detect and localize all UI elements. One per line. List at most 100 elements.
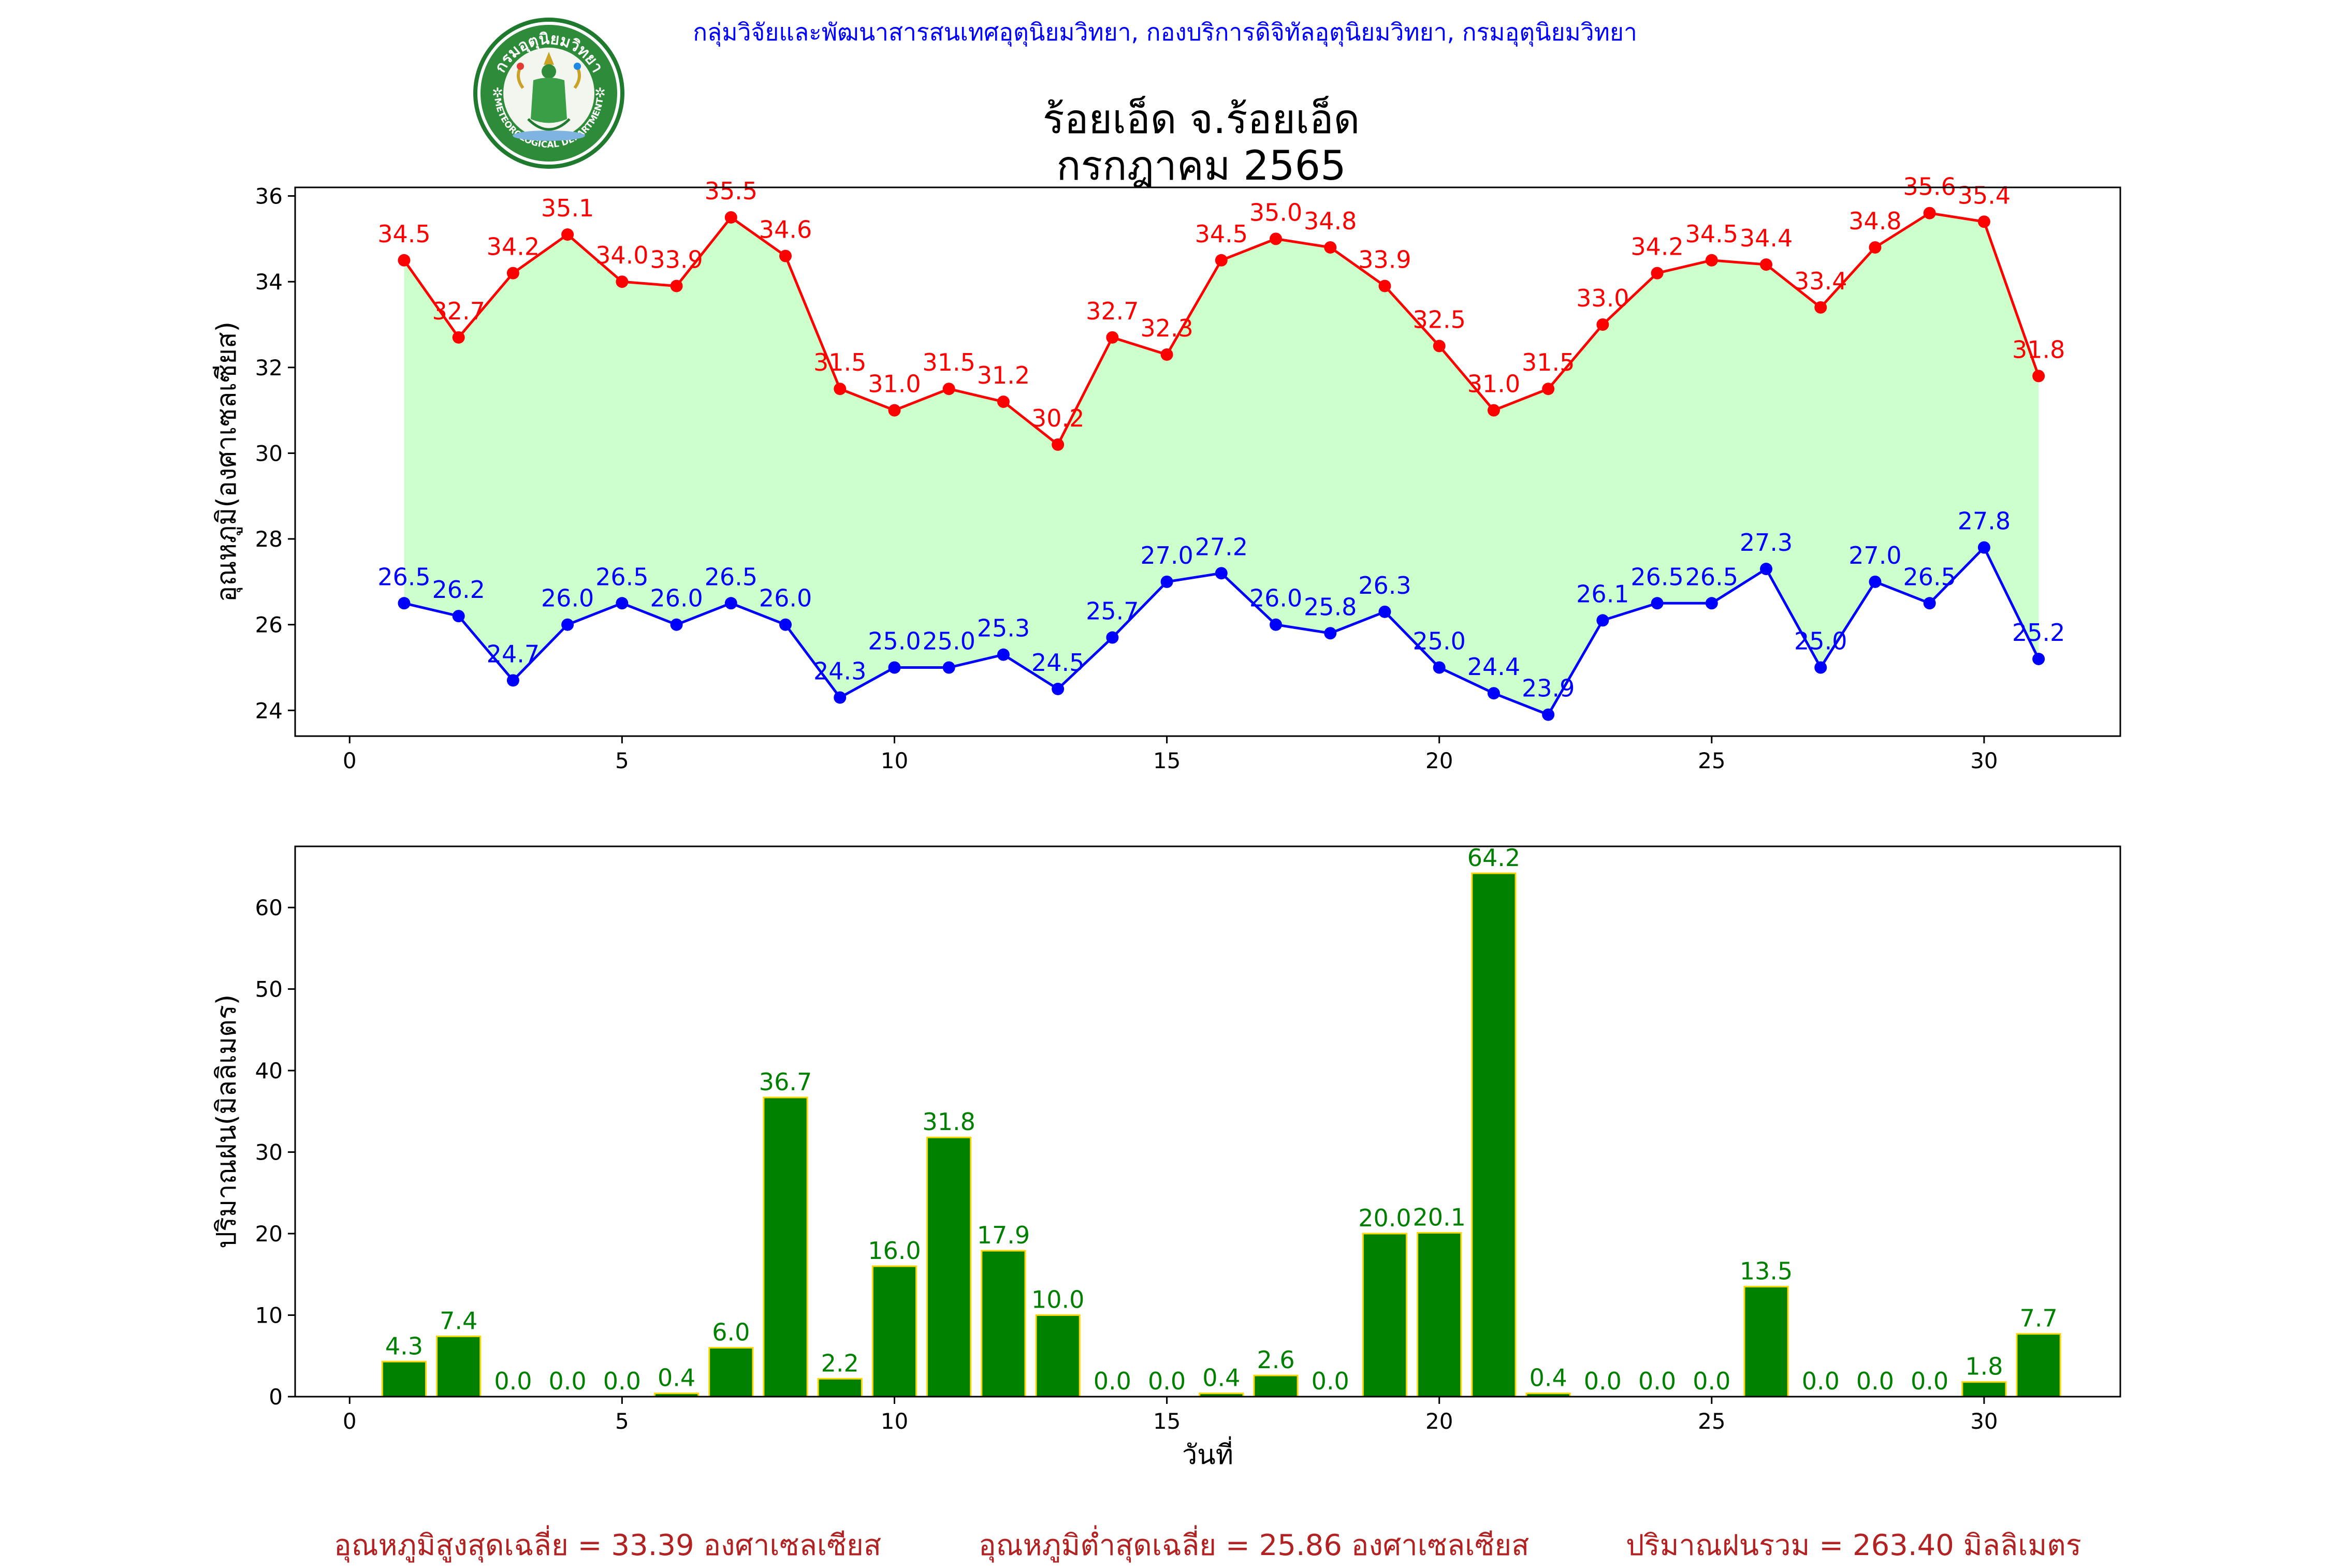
temperature-plot-frame [294, 186, 2121, 737]
max-temperature-point [888, 404, 901, 417]
max-temperature-point [1052, 438, 1065, 451]
min-temperature-label: 26.5 [595, 563, 648, 591]
max-temperature-label: 34.0 [595, 241, 648, 269]
max-temperature-label: 31.5 [1522, 348, 1575, 376]
rainfall-bar [1417, 1232, 1462, 1398]
max-temperature-label: 32.7 [432, 297, 485, 325]
max-temperature-point [670, 280, 683, 292]
rainfall-bar [1362, 1233, 1408, 1398]
max-temperature-point [1705, 254, 1718, 267]
rainfall-label: 2.6 [1257, 1346, 1294, 1374]
y-tick-label: 30 [255, 441, 283, 466]
max-temperature-label: 30.2 [1031, 404, 1084, 432]
rainfall-label: 7.4 [440, 1307, 477, 1335]
min-temperature-label: 26.5 [1630, 563, 1683, 591]
max-temperature-label: 34.6 [759, 216, 812, 244]
min-temperature-point [1324, 627, 1337, 640]
rainfall-plot-frame [294, 845, 2121, 1398]
rainfall-bar [981, 1250, 1026, 1398]
rainfall-label: 64.2 [1467, 844, 1520, 872]
y-tick-label: 60 [255, 895, 283, 920]
rainfall-label: 0.0 [603, 1367, 641, 1395]
min-temperature-label: 27.2 [1195, 533, 1248, 561]
min-temperature-point [1651, 597, 1664, 610]
max-temperature-label: 31.5 [813, 348, 866, 376]
min-temperature-label: 27.8 [1958, 507, 2011, 535]
min-temperature-point [670, 618, 683, 631]
max-temperature-label: 34.2 [487, 233, 540, 261]
max-temperature-label: 32.7 [1086, 297, 1139, 325]
rainfall-bar [1253, 1374, 1299, 1398]
min-temperature-point [997, 648, 1010, 661]
min-temperature-label: 25.0 [1412, 627, 1465, 655]
max-temperature-label: 34.2 [1630, 233, 1683, 261]
rainfall-label: 31.8 [922, 1108, 975, 1136]
min-temperature-label: 24.3 [813, 657, 866, 685]
y-tick-label: 26 [255, 612, 283, 638]
rainfall-label: 2.2 [821, 1349, 859, 1377]
x-tick-label: 10 [881, 748, 908, 773]
max-temperature-label: 31.5 [922, 348, 975, 376]
min-temperature-point [1160, 575, 1173, 588]
min-temperature-point [452, 610, 465, 623]
min-temperature-point [1106, 631, 1119, 644]
min-temperature-point [1923, 597, 1936, 610]
min-temperature-point [1977, 541, 1990, 554]
max-temperature-point [1542, 383, 1555, 395]
max-temperature-label: 34.5 [377, 220, 430, 248]
min-temperature-point [1596, 614, 1609, 627]
min-temperature-point [888, 661, 901, 674]
meteorological-department-logo: กรมอุตุนิยมวิทยา METEOROLOGICAL DEPARTME… [471, 16, 627, 171]
svg-text:✲: ✲ [492, 85, 503, 101]
y-tick-label: 36 [255, 184, 283, 209]
min-temperature-label: 26.0 [541, 584, 594, 612]
max-temperature-point [834, 383, 847, 395]
y-tick-label: 32 [255, 355, 283, 380]
x-tick-label: 25 [1698, 748, 1725, 773]
min-temperature-point [1705, 597, 1718, 610]
max-temperature-point [1869, 241, 1882, 254]
rainfall-label: 36.7 [759, 1068, 812, 1096]
max-temperature-point [1160, 348, 1173, 361]
min-temperature-point [1814, 661, 1827, 674]
rainfall-label: 0.0 [1638, 1367, 1676, 1395]
min-temperature-point [506, 674, 519, 687]
y-tick-label: 20 [255, 1221, 283, 1247]
max-temperature-point [1215, 254, 1228, 267]
x-tick-label: 15 [1153, 748, 1181, 773]
min-temperature-point [1378, 605, 1391, 618]
min-temperature-point [1760, 563, 1773, 576]
min-temperature-label: 26.0 [1249, 584, 1302, 612]
min-temperature-label: 25.0 [922, 627, 975, 655]
svg-text:✲: ✲ [594, 85, 606, 101]
y-tick-label: 40 [255, 1058, 283, 1083]
max-temperature-point [1977, 215, 1990, 228]
min-temperature-label: 26.2 [432, 576, 485, 604]
rainfall-label: 0.0 [1584, 1367, 1622, 1395]
max-temperature-point [724, 211, 737, 224]
rainfall-label: 6.0 [712, 1318, 750, 1346]
rainfall-label: 0.0 [494, 1367, 532, 1395]
rainfall-label: 0.0 [1802, 1367, 1840, 1395]
max-temperature-point [1378, 280, 1391, 292]
rainfall-label: 10.0 [1031, 1286, 1084, 1314]
rainfall-label: 1.8 [1965, 1353, 2003, 1381]
min-temperature-point [1052, 682, 1065, 695]
rainfall-label: 17.9 [977, 1221, 1030, 1249]
max-temperature-point [779, 250, 792, 262]
min-temperature-label: 26.3 [1358, 571, 1411, 599]
max-temperature-point [1433, 340, 1446, 353]
rainfall-label: 0.0 [1911, 1367, 1948, 1395]
min-temperature-label: 25.0 [868, 627, 921, 655]
rainfall-bar [763, 1096, 808, 1398]
min-temperature-label: 25.8 [1304, 593, 1357, 621]
max-temperature-label: 34.8 [1304, 207, 1357, 235]
avg-min-temp-summary: อุณหภูมิต่ำสุดเฉลี่ย = 25.86 องศาเซลเซีย… [979, 1529, 1530, 1562]
temperature-y-axis-label: อุณหภูมิ(องศาเซลเซียส) [211, 321, 243, 602]
min-temperature-label: 26.0 [759, 584, 812, 612]
rainfall-bar [926, 1136, 972, 1398]
min-temperature-label: 25.7 [1086, 597, 1139, 625]
min-temperature-point [1869, 575, 1882, 588]
x-tick-label: 30 [1970, 748, 1998, 773]
rainfall-bar [381, 1360, 427, 1398]
